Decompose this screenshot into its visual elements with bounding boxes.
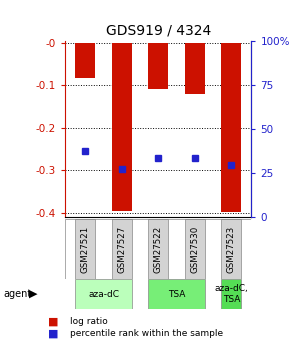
Text: GSM27523: GSM27523 xyxy=(227,226,236,273)
Text: TSA: TSA xyxy=(168,289,185,299)
Text: ■: ■ xyxy=(48,317,59,326)
Text: GSM27521: GSM27521 xyxy=(81,226,90,273)
Text: GSM27530: GSM27530 xyxy=(190,226,199,273)
Text: GSM27522: GSM27522 xyxy=(154,226,163,273)
Bar xyxy=(221,219,241,279)
Text: agent: agent xyxy=(3,289,31,299)
Text: ■: ■ xyxy=(48,328,59,338)
Text: log ratio: log ratio xyxy=(70,317,108,326)
Bar xyxy=(148,279,205,309)
Bar xyxy=(185,43,205,94)
Bar xyxy=(185,219,205,279)
Text: percentile rank within the sample: percentile rank within the sample xyxy=(70,329,223,338)
Text: GSM27527: GSM27527 xyxy=(117,226,126,273)
Bar xyxy=(112,219,132,279)
Bar xyxy=(112,43,132,211)
Text: aza-dC,
TSA: aza-dC, TSA xyxy=(215,284,248,304)
Bar xyxy=(148,219,168,279)
Bar xyxy=(148,43,168,89)
Bar xyxy=(221,279,241,309)
Text: ▶: ▶ xyxy=(29,289,37,299)
Bar xyxy=(221,43,241,212)
Title: GDS919 / 4324: GDS919 / 4324 xyxy=(106,23,211,38)
Bar xyxy=(75,219,95,279)
Bar xyxy=(75,279,132,309)
Text: aza-dC: aza-dC xyxy=(88,289,119,299)
Bar xyxy=(75,43,95,78)
